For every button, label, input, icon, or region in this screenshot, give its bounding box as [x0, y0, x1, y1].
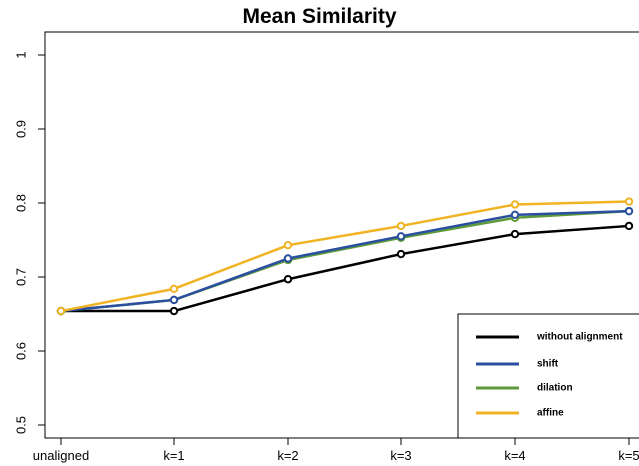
y-axis: 0.5 0.6 0.7 0.8 0.9 1	[13, 51, 45, 434]
data-point-affine	[169, 284, 179, 294]
data-point-without-alignment	[624, 221, 634, 231]
y-tick-label: 0.9	[13, 120, 28, 138]
x-tick-label: k=5	[618, 448, 639, 463]
series-line-affine	[60, 200, 630, 313]
x-tick-label: k=2	[277, 448, 298, 463]
data-point-without-alignment	[510, 229, 520, 239]
x-tick-label: k=3	[390, 448, 411, 463]
data-point-affine	[396, 221, 406, 231]
legend: without alignment shift dilation affine	[457, 313, 639, 439]
y-tick-label: 0.6	[13, 342, 28, 360]
legend-box	[457, 313, 639, 439]
chart-title: Mean Similarity	[242, 5, 397, 28]
y-tick-label: 0.5	[13, 416, 28, 434]
data-point-affine	[624, 197, 634, 206]
series-line-dilation	[60, 209, 630, 313]
x-tick-label: k=4	[504, 448, 525, 463]
data-point-shift	[510, 210, 520, 220]
data-point-shift	[396, 232, 406, 241]
x-axis: unaligned k=1 k=2 k=3 k=4 k=5	[33, 438, 639, 463]
series-line-shift	[60, 209, 630, 313]
data-point-without-alignment	[169, 306, 179, 316]
data-point-affine	[510, 200, 520, 209]
data-point-shift	[283, 254, 293, 263]
legend-label-affine: affine	[537, 408, 564, 419]
data-point-shift	[169, 295, 179, 305]
series-line-without-alignment	[61, 224, 630, 313]
y-tick-label: 0.8	[13, 194, 28, 212]
plot-frame	[44, 31, 639, 439]
data-point-without-alignment	[283, 275, 293, 284]
data-point-shift	[624, 206, 634, 216]
series-layer	[56, 197, 634, 316]
data-point-without-alignment	[396, 249, 406, 259]
data-point-affine	[283, 240, 293, 250]
x-tick-label: k=1	[163, 448, 184, 463]
x-tick-label: unaligned	[33, 448, 89, 463]
legend-label-dilation: dilation	[537, 383, 573, 394]
legend-label-shift: shift	[537, 359, 559, 370]
legend-label-without-alignment: without alignment	[536, 332, 623, 343]
y-tick-label: 0.7	[13, 268, 28, 286]
data-point-affine	[56, 306, 66, 316]
y-tick-label: 1	[13, 51, 28, 58]
